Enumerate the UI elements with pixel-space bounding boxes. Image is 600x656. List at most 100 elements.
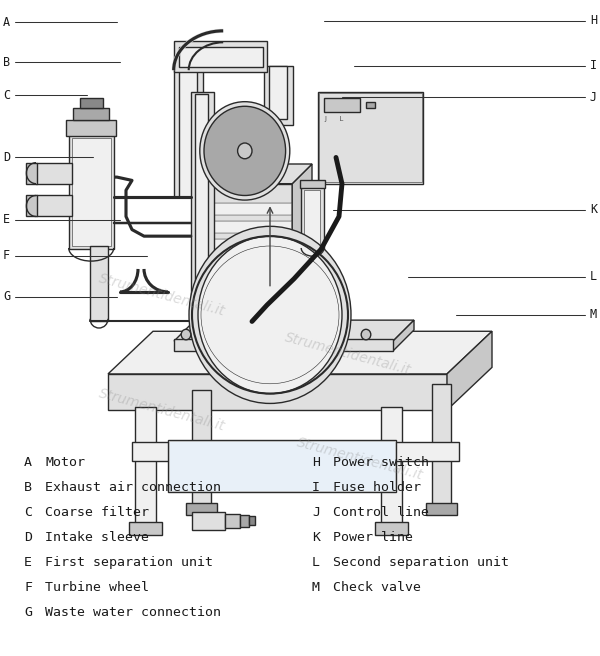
Text: K: K xyxy=(312,531,320,544)
Bar xyxy=(179,47,263,67)
Bar xyxy=(269,66,287,119)
Text: L: L xyxy=(590,270,597,283)
Bar xyxy=(264,66,293,125)
Text: H: H xyxy=(590,14,597,28)
Text: F: F xyxy=(3,249,10,262)
Bar xyxy=(26,163,37,184)
Text: Coarse filter: Coarse filter xyxy=(45,506,149,519)
Bar xyxy=(174,41,267,72)
Polygon shape xyxy=(174,320,414,341)
Bar xyxy=(174,66,203,197)
Text: Waste water connection: Waste water connection xyxy=(45,605,221,619)
Bar xyxy=(108,374,447,410)
Bar xyxy=(249,516,255,525)
Bar xyxy=(301,187,324,249)
Circle shape xyxy=(198,236,342,394)
Text: Strumentidentali.it: Strumentidentali.it xyxy=(295,436,425,483)
Bar xyxy=(225,514,240,528)
Circle shape xyxy=(361,329,371,340)
Polygon shape xyxy=(199,164,312,184)
Text: Turbine wheel: Turbine wheel xyxy=(45,581,149,594)
Text: I: I xyxy=(312,481,320,494)
Text: Control line: Control line xyxy=(333,506,429,519)
Bar xyxy=(375,522,408,535)
Bar xyxy=(195,94,208,316)
Text: Fuse holder: Fuse holder xyxy=(333,481,421,494)
Bar xyxy=(199,221,292,233)
Polygon shape xyxy=(292,164,312,328)
Text: Strumentidentali.it: Strumentidentali.it xyxy=(97,272,227,319)
Text: M: M xyxy=(312,581,320,594)
Circle shape xyxy=(181,329,191,340)
Polygon shape xyxy=(447,331,492,410)
Text: K: K xyxy=(590,203,597,216)
Bar xyxy=(135,407,156,525)
Text: I: I xyxy=(590,59,597,72)
Text: D: D xyxy=(3,151,10,164)
Bar xyxy=(324,98,360,112)
Text: E: E xyxy=(3,213,10,226)
Bar xyxy=(168,440,396,492)
Bar xyxy=(300,180,325,188)
Bar xyxy=(80,98,103,108)
Circle shape xyxy=(204,106,286,195)
Text: F: F xyxy=(24,581,32,594)
Text: A: A xyxy=(3,16,10,29)
Text: B: B xyxy=(24,481,32,494)
Text: A: A xyxy=(24,456,32,469)
Text: Power line: Power line xyxy=(333,531,413,544)
Bar xyxy=(72,138,111,246)
Bar xyxy=(26,195,37,216)
Text: Strumentidentali.it: Strumentidentali.it xyxy=(283,331,413,378)
Bar xyxy=(36,163,72,184)
Bar xyxy=(381,407,402,525)
Bar xyxy=(129,522,162,535)
Text: B: B xyxy=(3,56,10,69)
Bar xyxy=(174,339,393,351)
Text: C: C xyxy=(24,506,32,519)
Bar xyxy=(199,203,292,215)
Text: G: G xyxy=(24,605,32,619)
Bar xyxy=(240,515,249,527)
Bar xyxy=(192,390,211,505)
Bar xyxy=(191,92,214,321)
Bar xyxy=(199,310,292,321)
Bar xyxy=(199,184,292,328)
Text: E: E xyxy=(24,556,32,569)
Bar xyxy=(199,256,292,268)
Text: Second separation unit: Second separation unit xyxy=(333,556,509,569)
Polygon shape xyxy=(108,331,492,374)
Bar xyxy=(432,384,451,505)
Bar xyxy=(319,93,422,182)
Bar xyxy=(69,134,114,249)
Text: Exhaust air connection: Exhaust air connection xyxy=(45,481,221,494)
Bar xyxy=(179,66,197,197)
Bar xyxy=(318,92,423,184)
Text: H: H xyxy=(312,456,320,469)
Text: J: J xyxy=(590,91,597,104)
Bar xyxy=(304,190,320,247)
Text: Power switch: Power switch xyxy=(333,456,429,469)
Bar xyxy=(90,246,108,321)
Text: Check valve: Check valve xyxy=(333,581,421,594)
Bar xyxy=(199,274,292,286)
Text: M: M xyxy=(590,308,597,321)
Bar xyxy=(132,442,459,461)
Bar xyxy=(169,441,395,491)
Text: Motor: Motor xyxy=(45,456,85,469)
Bar xyxy=(66,120,116,136)
Text: J: J xyxy=(312,506,320,519)
Circle shape xyxy=(189,226,351,403)
Polygon shape xyxy=(393,320,414,351)
Text: Strumentidentali.it: Strumentidentali.it xyxy=(97,386,227,434)
Bar xyxy=(36,195,72,216)
Bar xyxy=(199,292,292,304)
Text: D: D xyxy=(24,531,32,544)
Text: Intake sleeve: Intake sleeve xyxy=(45,531,149,544)
Bar xyxy=(199,239,292,251)
Text: J      L: J L xyxy=(325,116,344,123)
Bar xyxy=(192,512,225,530)
Text: C: C xyxy=(3,89,10,102)
Text: G: G xyxy=(3,290,10,303)
Text: L: L xyxy=(312,556,320,569)
